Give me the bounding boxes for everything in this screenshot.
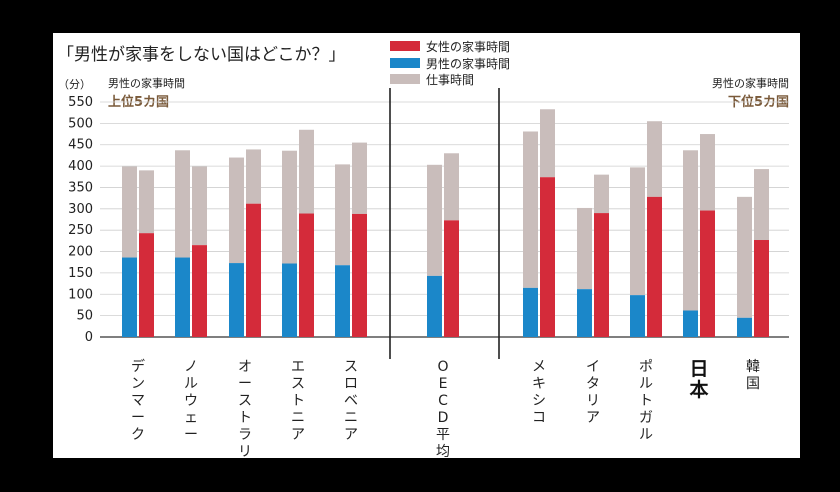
bar-men-housework: [229, 263, 244, 337]
y-tick-label: 200: [68, 245, 93, 260]
bar-women-work: [444, 153, 459, 221]
bar-men-work: [229, 157, 244, 264]
left-caption: 男性の家事時間: [108, 76, 185, 90]
bar-women-work: [192, 166, 207, 246]
bar-men-work: [737, 196, 752, 318]
bar-men-work: [630, 167, 645, 296]
y-axis-ticks: 0 50 100 150 200 250 300 350 400 450 500 550: [68, 95, 93, 345]
bar-men-work: [577, 207, 592, 290]
x-tick-label: スロベニア: [344, 359, 358, 443]
bar-women-work: [594, 174, 609, 214]
legend-label-women-housework: 女性の家事時間: [426, 39, 510, 54]
bar-women-work: [246, 149, 261, 204]
bar-men-work: [335, 164, 350, 266]
x-tick-label: デンマーク: [131, 358, 145, 443]
y-tick-label: 50: [76, 309, 93, 324]
legend-label-men-housework: 男性の家事時間: [426, 56, 510, 71]
x-tick-label: オーストラリア: [238, 359, 252, 458]
legend-swatch-women-housework: [390, 41, 420, 51]
bar-men-housework: [122, 257, 137, 337]
x-tick-label: 日本: [689, 358, 708, 401]
bar-men-housework: [577, 289, 592, 337]
bar-chart: 「男性が家事をしない国はどこか？」 （分） 男性の家事時間 上位5カ国 男性の家…: [57, 39, 789, 458]
legend-swatch-men-housework: [390, 58, 420, 68]
bars: [122, 109, 769, 337]
bar-men-housework: [335, 265, 350, 337]
bar-men-work: [282, 150, 297, 264]
bar-men-housework: [630, 295, 645, 337]
grid-lines: [100, 101, 789, 338]
y-tick-label: 300: [68, 202, 93, 217]
bar-women-housework: [352, 213, 367, 337]
y-tick-label: 550: [68, 95, 93, 110]
bar-women-work: [299, 129, 314, 214]
x-tick-label: ノルウェー: [184, 359, 198, 443]
bar-men-housework: [175, 257, 190, 337]
bar-women-housework: [246, 203, 261, 337]
bar-women-work: [754, 169, 769, 241]
y-tick-label: 350: [68, 180, 93, 195]
y-tick-label: 400: [68, 159, 93, 174]
bar-men-work: [683, 150, 698, 311]
bar-women-work: [700, 134, 715, 211]
bar-women-housework: [754, 240, 769, 337]
y-tick-label: 0: [85, 330, 93, 345]
bar-women-work: [647, 121, 662, 197]
bar-women-work: [540, 109, 555, 178]
bar-women-housework: [700, 210, 715, 337]
bar-men-housework: [427, 275, 442, 337]
bar-women-housework: [299, 213, 314, 337]
bar-women-housework: [540, 177, 555, 337]
y-tick-label: 150: [68, 266, 93, 281]
x-tick-label: メキシコ: [532, 359, 546, 426]
chart-panel: 「男性が家事をしない国はどこか？」 （分） 男性の家事時間 上位5カ国 男性の家…: [53, 33, 800, 458]
bar-women-housework: [594, 213, 609, 337]
y-tick-label: 500: [68, 116, 93, 131]
legend-label-work: 仕事時間: [426, 73, 474, 87]
right-caption: 男性の家事時間: [712, 76, 789, 90]
bar-women-work: [352, 142, 367, 214]
bar-men-housework: [282, 263, 297, 337]
bar-women-housework: [139, 233, 154, 337]
y-tick-label: 450: [68, 138, 93, 153]
group-dividers: [389, 88, 500, 359]
y-unit-label: （分）: [58, 78, 91, 91]
bar-men-work: [427, 164, 442, 276]
bar-men-work: [175, 150, 190, 258]
x-tick-label: エストニア: [291, 359, 305, 443]
x-tick-label: 韓国: [746, 359, 760, 392]
x-tick-label: ポルトガル: [639, 359, 653, 443]
bar-women-housework: [647, 196, 662, 337]
legend-swatch-work: [390, 74, 420, 84]
x-tick-label: イタリア: [586, 359, 600, 426]
chart-title: 「男性が家事をしない国はどこか？」: [57, 45, 346, 65]
y-tick-label: 100: [68, 287, 93, 302]
legend: 女性の家事時間 男性の家事時間 仕事時間: [390, 39, 510, 87]
y-tick-label: 250: [68, 223, 93, 238]
bar-women-housework: [444, 220, 459, 337]
bar-men-work: [523, 131, 538, 288]
bar-men-housework: [737, 317, 752, 337]
bar-men-work: [122, 166, 137, 258]
bar-men-housework: [683, 310, 698, 337]
bar-men-housework: [523, 287, 538, 337]
bar-women-work: [139, 170, 154, 234]
x-tick-label: O E C D 平均: [436, 359, 450, 458]
bar-women-housework: [192, 245, 207, 337]
